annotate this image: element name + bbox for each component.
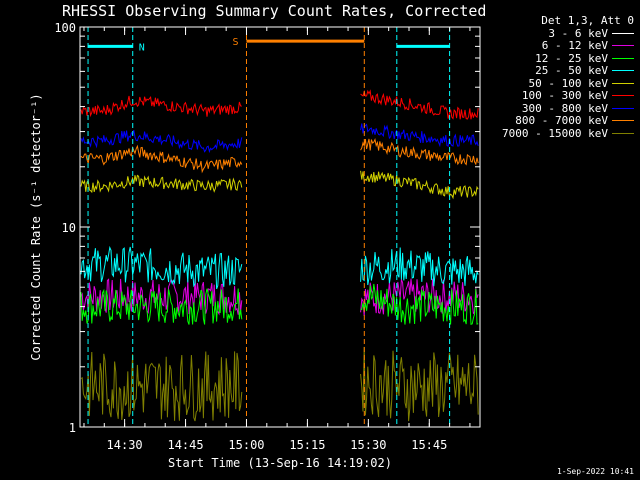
legend-item: 100 - 300 keV (502, 89, 634, 103)
legend-label: 12 - 25 keV (535, 51, 608, 65)
legend-swatch (612, 95, 634, 97)
series-line-1-0 (80, 278, 243, 316)
series-line-4-0 (80, 174, 243, 194)
legend-label: 50 - 100 keV (528, 76, 608, 90)
legend-swatch (612, 120, 634, 122)
legend-title: Det 1,3, Att 0 (541, 14, 634, 27)
series-line-2-0 (80, 288, 243, 325)
timestamp: 1-Sep-2022 10:41 (556, 467, 634, 476)
x-tick-label-0: 14:30 (107, 438, 143, 452)
legend-item: 7000 - 15000 keV (502, 127, 634, 140)
legend-swatch (612, 32, 634, 34)
legend-label: 300 - 800 keV (521, 101, 608, 115)
legend-label: 3 - 6 keV (548, 26, 608, 40)
legend-swatch (612, 107, 634, 109)
x-tick-label-2: 15:00 (228, 438, 264, 452)
plot-frame (79, 26, 481, 428)
series-line-4-1 (360, 170, 479, 200)
legend: 3 - 6 keV 6 - 12 keV 12 - 25 keV 25 - 50 ke… (502, 27, 634, 140)
annotation-label-0: N (139, 42, 145, 53)
x-tick-label-3: 15:15 (289, 438, 325, 452)
series-line-6-1 (360, 123, 479, 148)
y-axis-label: Corrected Count Rate (s⁻¹ detector⁻¹) (29, 93, 43, 360)
legend-swatch (612, 45, 634, 47)
series-line-7-0 (80, 144, 243, 174)
annotation-label-1: S (232, 37, 238, 48)
y-tick-label-1: 10 (62, 221, 76, 235)
chart-title: RHESSI Observing Summary Count Rates, Co… (62, 2, 487, 20)
x-tick-label-4: 15:30 (350, 438, 386, 452)
legend-label: 100 - 300 keV (521, 89, 608, 103)
legend-label: 7000 - 15000 keV (502, 126, 608, 140)
legend-item: 12 - 25 keV (502, 52, 634, 65)
legend-swatch (612, 132, 634, 134)
series-layer (80, 89, 479, 422)
legend-item: 25 - 50 keV (502, 64, 634, 78)
series-line-6-0 (80, 129, 243, 154)
series-line-8-1 (360, 346, 479, 422)
legend-swatch (612, 70, 634, 72)
series-line-2-1 (360, 283, 479, 325)
series-line-5-0 (80, 95, 242, 118)
legend-item: 6 - 12 keV (502, 39, 634, 53)
legend-item: 50 - 100 keV (502, 77, 634, 90)
legend-item: 300 - 800 keV (502, 102, 634, 115)
legend-item: 800 - 7000 keV (502, 114, 634, 128)
x-axis-label: Start Time (13-Sep-16 14:19:02) (168, 456, 392, 470)
series-line-7-1 (360, 138, 479, 166)
x-tick-label-5: 15:45 (411, 438, 447, 452)
axes-layer: 14:30 14:45 15:00 15:15 15:30 15:45 1 10 100 (54, 21, 480, 452)
legend-item: 3 - 6 keV (502, 27, 634, 40)
x-tick-label-1: 14:45 (167, 438, 203, 452)
legend-swatch (612, 57, 634, 59)
legend-label: 6 - 12 keV (541, 39, 608, 53)
legend-swatch (612, 82, 634, 84)
legend-label: 800 - 7000 keV (515, 114, 608, 128)
y-tick-label-2: 100 (54, 21, 76, 35)
series-line-3-0 (80, 245, 243, 290)
y-tick-label-0: 1 (69, 421, 76, 435)
series-line-3-1 (360, 247, 479, 287)
series-line-8-0 (80, 351, 243, 422)
series-line-5-1 (360, 89, 479, 120)
legend-label: 25 - 50 keV (535, 64, 608, 78)
